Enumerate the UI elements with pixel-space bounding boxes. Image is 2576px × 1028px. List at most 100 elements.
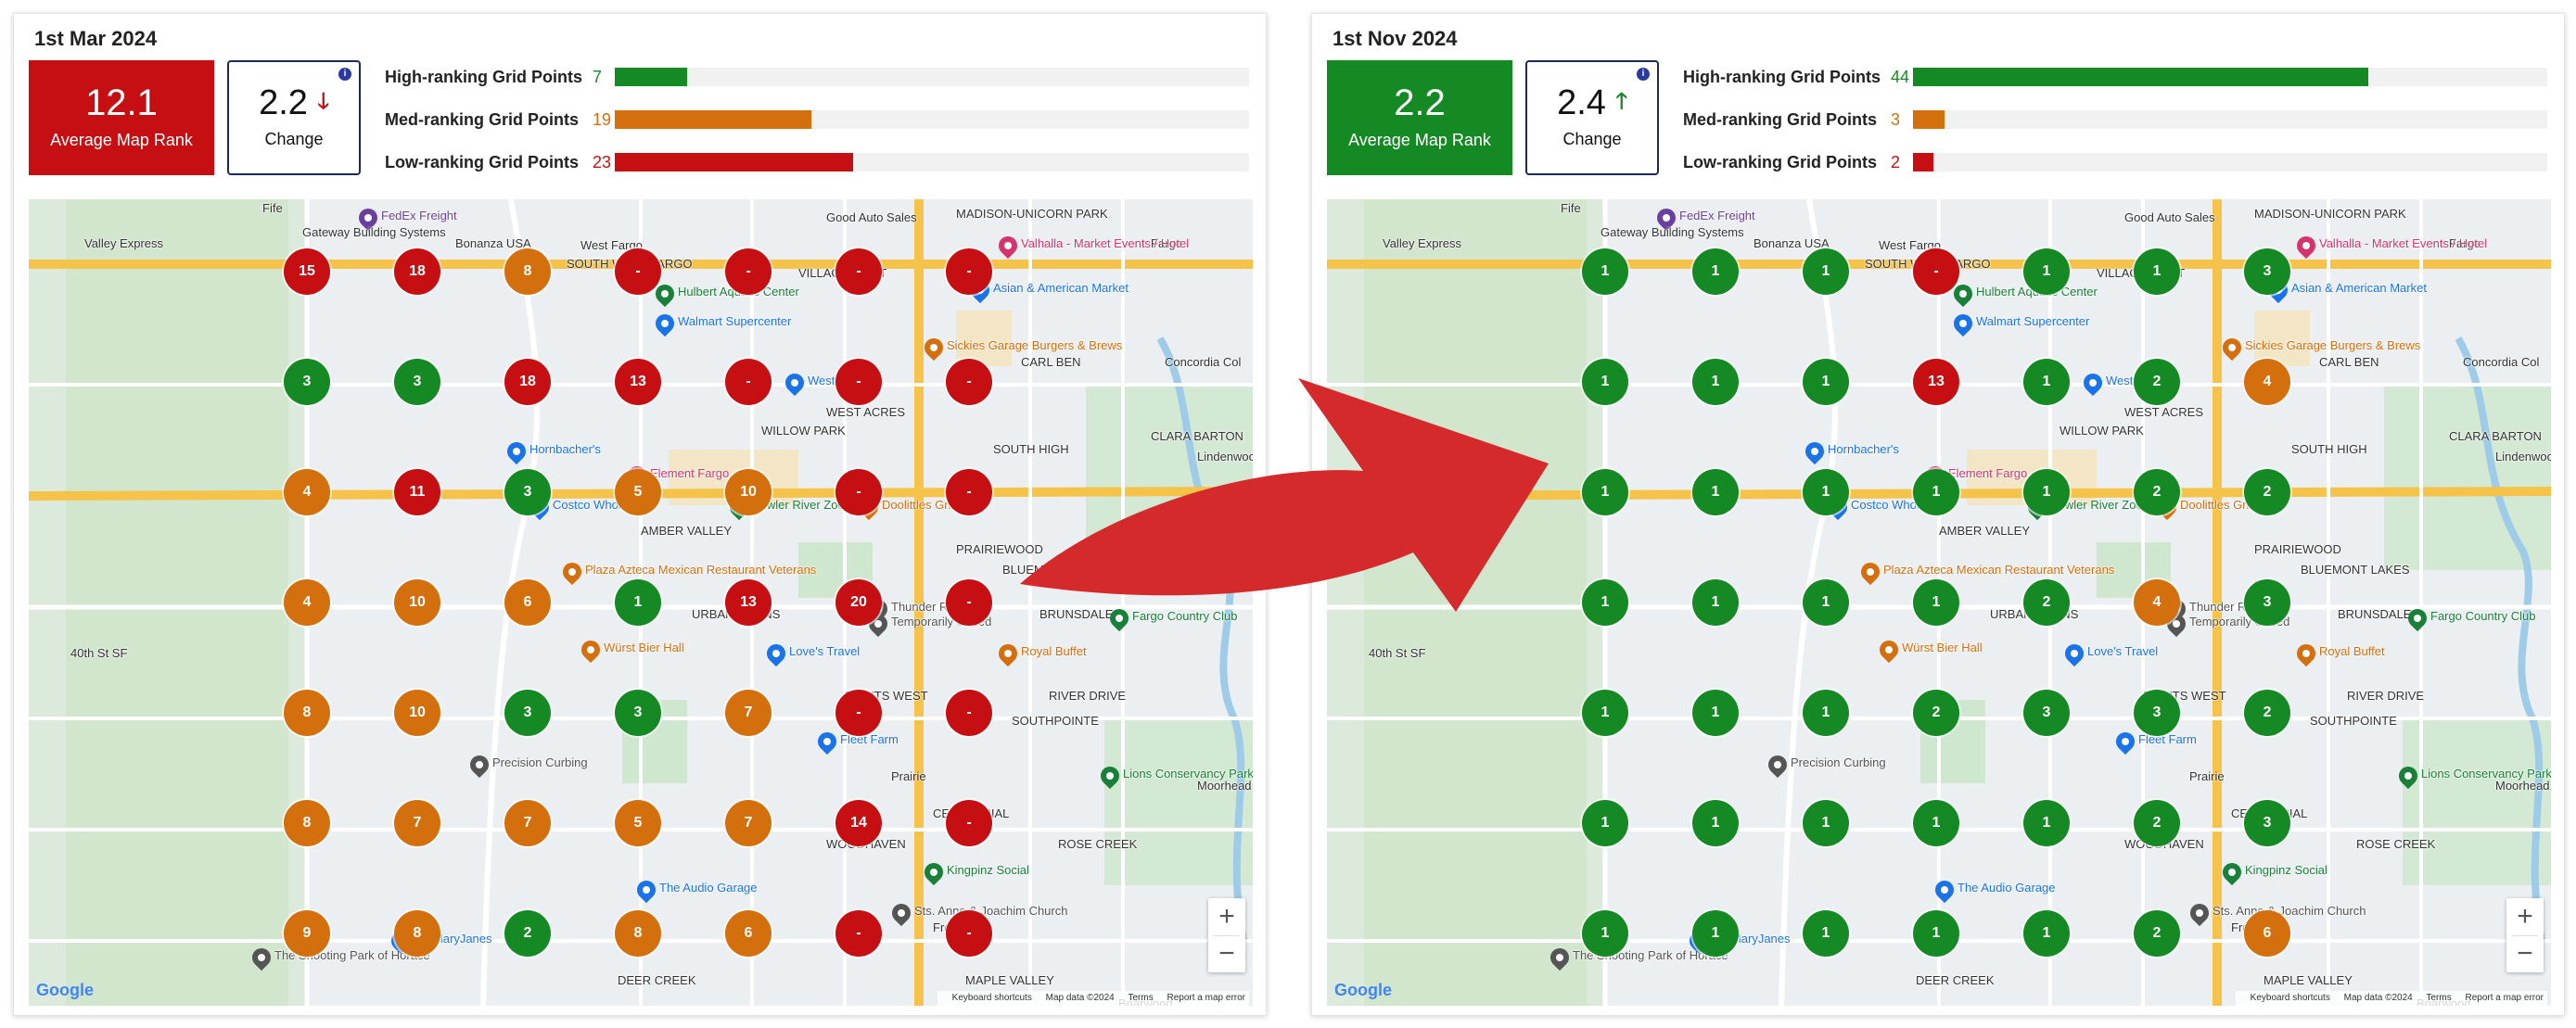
grid-point-marker[interactable]: - [835,248,882,295]
grid-point-marker[interactable]: 18 [394,248,440,295]
grid-point-marker[interactable]: 10 [394,579,440,626]
grid-point-marker[interactable]: 9 [284,910,330,957]
map-place-label[interactable]: Asian & American Market [2291,281,2427,295]
grid-point-marker[interactable]: 18 [504,359,551,405]
grid-point-marker[interactable]: 2 [2134,359,2180,405]
grid-point-marker[interactable]: 1 [1803,248,1849,295]
grid-point-marker[interactable]: 1 [1582,800,1628,846]
grid-point-marker[interactable]: 6 [725,910,772,957]
grid-point-marker[interactable]: 8 [284,800,330,846]
map-place-label[interactable]: Doolittles Grill [882,498,957,512]
grid-point-marker[interactable]: 1 [2023,359,2070,405]
grid-point-marker[interactable]: 5 [615,469,661,515]
terms-link[interactable]: Terms [1128,993,1154,1003]
grid-point-marker[interactable]: 1 [1913,579,1959,626]
grid-point-marker[interactable]: 1 [1803,469,1849,515]
grid-point-marker[interactable]: 1 [2023,469,2070,515]
map-place-label[interactable]: Doolittles Grill [2180,498,2255,512]
map-place-label[interactable]: Plaza Azteca Mexican Restaurant Veterans [1883,563,2115,577]
map-place-label[interactable]: Precision Curbing [492,755,588,769]
grid-point-marker[interactable]: - [835,910,882,957]
map-place-label[interactable]: Hornbacher's [529,442,601,456]
map-place-label[interactable]: Plaza Azteca Mexican Restaurant Veterans [585,563,817,577]
grid-point-marker[interactable]: 1 [1582,910,1628,957]
grid-point-marker[interactable]: 1 [1913,469,1959,515]
grid-point-marker[interactable]: 2 [504,910,551,957]
map-place-label[interactable]: Sickies Garage Burgers & Brews [2245,338,2421,352]
grid-point-marker[interactable]: 2 [2244,469,2290,515]
grid-point-marker[interactable]: 3 [284,359,330,405]
grid-point-marker[interactable]: 4 [2244,359,2290,405]
grid-point-marker[interactable]: 3 [504,690,551,736]
grid-point-marker[interactable]: 1 [1803,690,1849,736]
grid-point-marker[interactable]: - [946,359,992,405]
grid-point-marker[interactable]: 1 [2134,248,2180,295]
map-place-label[interactable]: Element Fargo [1948,466,2028,480]
grid-point-marker[interactable]: 1 [1582,690,1628,736]
grid-point-marker[interactable]: 3 [394,359,440,405]
rank-grid-map[interactable]: Fife FedEx Freight Valley Express Gateway B… [1327,199,2551,1006]
grid-point-marker[interactable]: 14 [835,800,882,846]
map-place-label[interactable]: Royal Buffet [1021,644,1087,658]
grid-point-marker[interactable]: 7 [504,800,551,846]
grid-point-marker[interactable]: 7 [725,690,772,736]
grid-point-marker[interactable]: 1 [1692,248,1739,295]
grid-point-marker[interactable]: 2 [1913,690,1959,736]
grid-point-marker[interactable]: 1 [1582,469,1628,515]
grid-point-marker[interactable]: 1 [1692,910,1739,957]
grid-point-marker[interactable]: - [946,579,992,626]
grid-point-marker[interactable]: 10 [725,469,772,515]
grid-point-marker[interactable]: 1 [1692,800,1739,846]
grid-point-marker[interactable]: 3 [2244,800,2290,846]
grid-point-marker[interactable]: 1 [2023,800,2070,846]
grid-point-marker[interactable]: - [1913,248,1959,295]
keyboard-shortcuts-link[interactable]: Keyboard shortcuts [2250,993,2330,1003]
map-place-label[interactable]: Valhalla - Market Events / Hotel [2319,236,2488,250]
grid-point-marker[interactable]: 11 [394,469,440,515]
map-place-label[interactable]: Fleet Farm [2138,732,2197,746]
grid-point-marker[interactable]: 10 [394,690,440,736]
grid-point-marker[interactable]: 3 [615,690,661,736]
grid-point-marker[interactable]: 8 [615,910,661,957]
map-place-label[interactable]: Kingpinz Social [947,863,1029,877]
grid-point-marker[interactable]: 1 [1803,910,1849,957]
grid-point-marker[interactable]: 8 [504,248,551,295]
map-place-label[interactable]: Asian & American Market [993,281,1129,295]
map-place-label[interactable]: Fargo Country Club [1132,609,1238,623]
grid-point-marker[interactable]: - [725,248,772,295]
map-place-label[interactable]: FedEx Freight [381,209,457,222]
grid-point-marker[interactable]: 13 [725,579,772,626]
grid-point-marker[interactable]: 4 [284,469,330,515]
grid-point-marker[interactable]: 1 [1692,579,1739,626]
grid-point-marker[interactable]: 13 [615,359,661,405]
grid-point-marker[interactable]: 8 [394,910,440,957]
grid-point-marker[interactable]: 4 [284,579,330,626]
map-place-label[interactable]: Bowler River Zoo [2050,498,2143,512]
map-place-label[interactable]: Love's Travel [789,644,861,658]
keyboard-shortcuts-link[interactable]: Keyboard shortcuts [951,993,1032,1003]
grid-point-marker[interactable]: 2 [2134,910,2180,957]
zoom-in-button[interactable]: + [1218,901,1235,932]
info-icon[interactable]: i [338,68,351,81]
grid-point-marker[interactable]: 1 [1582,359,1628,405]
map-place-label[interactable]: Würst Bier Hall [1902,641,1983,654]
map-place-label[interactable]: Sickies Garage Burgers & Brews [947,338,1123,352]
grid-point-marker[interactable]: 1 [1582,579,1628,626]
grid-point-marker[interactable]: 7 [725,800,772,846]
grid-point-marker[interactable]: 7 [394,800,440,846]
map-place-label[interactable]: Fleet Farm [840,732,899,746]
grid-point-marker[interactable]: 13 [1913,359,1959,405]
grid-point-marker[interactable]: 15 [284,248,330,295]
grid-point-marker[interactable]: - [946,910,992,957]
map-place-label[interactable]: Bowler River Zoo [752,498,845,512]
terms-link[interactable]: Terms [2426,993,2452,1003]
map-place-label[interactable]: Valhalla - Market Events / Hotel [1021,236,1190,250]
zoom-out-button[interactable]: − [2517,938,2533,969]
map-place-label[interactable]: Lions Conservancy Park [1123,767,1253,781]
report-map-error-link[interactable]: Report a map error [1167,993,1245,1003]
grid-point-marker[interactable]: 4 [2134,579,2180,626]
grid-point-marker[interactable]: - [946,248,992,295]
grid-point-marker[interactable]: 1 [1692,359,1739,405]
grid-point-marker[interactable]: 2 [2023,579,2070,626]
map-place-label[interactable]: Kingpinz Social [2245,863,2327,877]
